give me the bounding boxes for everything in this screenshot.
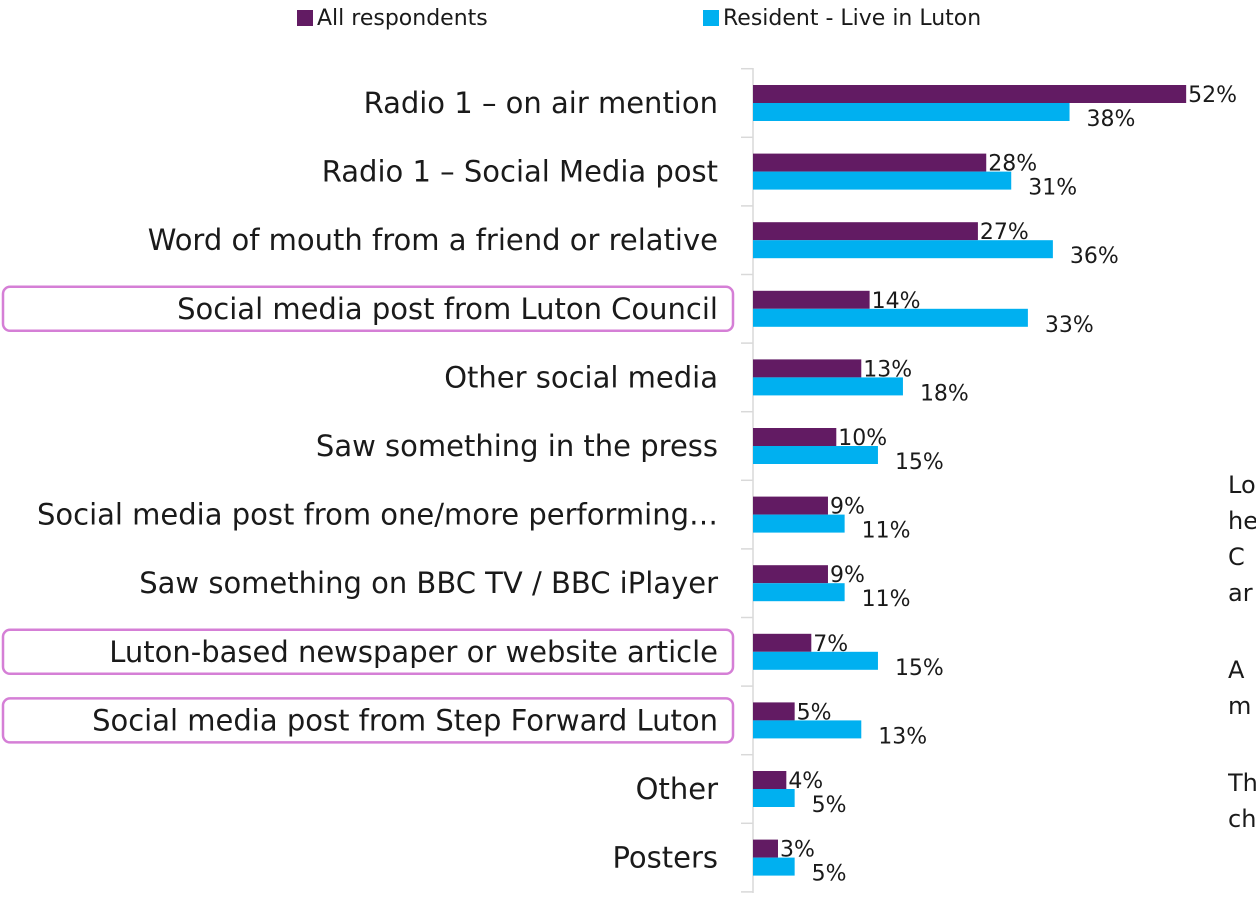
bar-all-respondents [753,153,987,172]
bar-resident [753,651,878,670]
bar-all-respondents [753,428,837,446]
bar-all-respondents [753,222,978,241]
category-label: Saw something on BBC TV / BBC iPlayer [139,566,718,600]
legend-item-all-respondents: All respondents [297,4,488,34]
value-label-resident: 36% [1070,244,1119,269]
chart-legend: All respondents Resident - Live in Luton [0,4,1256,34]
category-label: Luton-based newspaper or website article [109,635,718,669]
legend-label-resident: Resident - Live in Luton [723,6,982,31]
bar-all-respondents [753,771,787,789]
highlight-box [1,285,735,333]
bar-all-respondents [753,839,778,858]
bar-resident [753,514,845,533]
category-label: Saw something in the press [316,429,718,463]
value-label-resident: 11% [862,519,911,544]
bar-resident [753,789,795,807]
value-label-resident: 13% [878,724,927,749]
category-label: Radio 1 – on air mention [364,86,718,120]
value-label-all-respondents: 52% [1188,83,1237,108]
bar-all-respondents [753,85,1187,103]
side-note-line: ch [1228,805,1256,833]
side-note-line: A [1228,656,1245,684]
bar-all-respondents [753,633,812,652]
legend-swatch-resident [703,10,719,26]
side-note-line: m [1228,692,1252,720]
category-label: Word of mouth from a friend or relative [148,223,718,257]
legend-swatch-all-respondents [297,10,313,26]
side-note-line: Th [1228,769,1256,797]
bar-all-respondents [753,702,795,721]
value-label-resident: 38% [1087,107,1136,132]
highlight-box [1,697,735,744]
category-label: Social media post from one/more performi… [37,498,718,532]
bar-all-respondents [753,565,828,584]
highlight-box [1,628,735,676]
value-label-resident: 15% [895,656,944,681]
bar-resident [753,308,1028,327]
side-note-line: Lo [1228,471,1256,499]
value-label-resident: 5% [812,862,847,887]
bar-resident [753,720,862,739]
bar-resident [753,857,795,876]
bar-resident [753,377,903,396]
bar-resident [753,240,1053,259]
legend-item-resident: Resident - Live in Luton [703,4,981,34]
side-note-line: C [1228,543,1245,571]
value-label-resident: 33% [1045,313,1094,338]
bar-resident [753,103,1070,121]
category-label: Social media post from Step Forward Luto… [92,703,718,737]
value-label-resident: 15% [895,450,944,475]
legend-label-all-respondents: All respondents [317,6,488,31]
category-label: Social media post from Luton Council [177,292,718,326]
value-label-resident: 11% [862,587,911,612]
category-label: Other social media [444,360,718,394]
value-label-resident: 5% [812,793,847,818]
side-note-line: he [1228,507,1256,535]
side-note-line: ar [1228,579,1253,607]
bar-all-respondents [753,359,862,378]
category-label: Radio 1 – Social Media post [322,155,718,189]
value-label-resident: 31% [1028,176,1077,201]
bar-resident [753,583,845,602]
side-note-text: Lo he C ar A m Th ch [1228,470,1256,901]
bar-all-respondents [753,496,828,515]
bar-all-respondents [753,290,870,309]
category-label: Posters [612,841,718,875]
bar-resident [753,446,878,464]
category-label: Other [636,772,718,806]
value-label-resident: 18% [920,381,969,406]
bar-resident [753,171,1012,190]
